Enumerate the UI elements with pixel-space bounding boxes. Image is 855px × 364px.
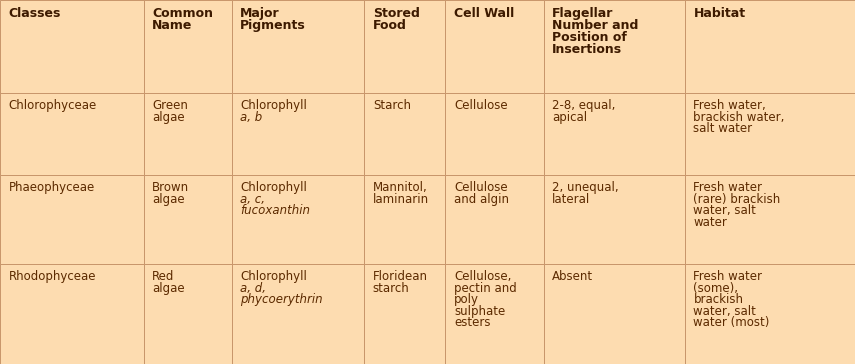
Text: Insertions: Insertions [552, 43, 622, 56]
Text: Flagellar: Flagellar [552, 7, 614, 20]
Text: sulphate: sulphate [454, 305, 505, 318]
Text: water, salt: water, salt [693, 204, 757, 217]
Text: brackish: brackish [693, 293, 743, 306]
Text: Absent: Absent [552, 270, 593, 284]
Text: water (most): water (most) [693, 316, 770, 329]
Text: Cellulose,: Cellulose, [454, 270, 511, 284]
Bar [364, 175, 445, 264]
Text: Cell Wall: Cell Wall [454, 7, 514, 20]
Text: Mannitol,: Mannitol, [373, 181, 428, 194]
Text: (some),: (some), [693, 282, 739, 295]
Text: 2, unequal,: 2, unequal, [552, 181, 619, 194]
Text: Rhodophyceae: Rhodophyceae [9, 270, 96, 284]
Text: poly: poly [454, 293, 479, 306]
Bar [144, 175, 232, 264]
Bar [232, 93, 364, 175]
Text: Phaeophyceae: Phaeophyceae [9, 181, 95, 194]
Bar [685, 175, 855, 264]
Text: Cellulose: Cellulose [454, 99, 508, 112]
Bar [544, 93, 685, 175]
Text: algae: algae [152, 111, 185, 124]
Bar [0, 175, 144, 264]
Bar [445, 0, 544, 93]
Text: lateral: lateral [552, 193, 591, 206]
Bar [364, 0, 445, 93]
Text: Cellulose: Cellulose [454, 181, 508, 194]
Text: 2-8, equal,: 2-8, equal, [552, 99, 616, 112]
Bar [685, 0, 855, 93]
Text: Starch: Starch [373, 99, 410, 112]
Text: Major: Major [240, 7, 280, 20]
Text: Habitat: Habitat [693, 7, 746, 20]
Text: water: water [693, 216, 728, 229]
Bar [0, 0, 144, 93]
Text: Classes: Classes [9, 7, 61, 20]
Bar [232, 264, 364, 364]
Text: apical: apical [552, 111, 587, 124]
Text: a, c,: a, c, [240, 193, 265, 206]
Text: Common: Common [152, 7, 213, 20]
Text: Position of: Position of [552, 31, 628, 44]
Bar [685, 264, 855, 364]
Text: Fresh water,: Fresh water, [693, 99, 766, 112]
Text: and algin: and algin [454, 193, 509, 206]
Text: a, d,: a, d, [240, 282, 266, 295]
Text: laminarin: laminarin [373, 193, 429, 206]
Bar [364, 264, 445, 364]
Bar [544, 264, 685, 364]
Text: a, b: a, b [240, 111, 262, 124]
Text: algae: algae [152, 282, 185, 295]
Bar [144, 0, 232, 93]
Bar [364, 93, 445, 175]
Text: Name: Name [152, 19, 192, 32]
Text: brackish water,: brackish water, [693, 111, 785, 124]
Text: fucoxanthin: fucoxanthin [240, 204, 310, 217]
Text: esters: esters [454, 316, 491, 329]
Text: (rare) brackish: (rare) brackish [693, 193, 781, 206]
Text: Red: Red [152, 270, 174, 284]
Text: pectin and: pectin and [454, 282, 516, 295]
Text: Fresh water: Fresh water [693, 270, 763, 284]
Text: starch: starch [373, 282, 410, 295]
Bar [685, 93, 855, 175]
Text: Green: Green [152, 99, 188, 112]
Text: Number and: Number and [552, 19, 639, 32]
Text: Chlorophyll: Chlorophyll [240, 99, 307, 112]
Text: algae: algae [152, 193, 185, 206]
Text: water, salt: water, salt [693, 305, 757, 318]
Bar [0, 264, 144, 364]
Text: Floridean: Floridean [373, 270, 428, 284]
Text: Chlorophyceae: Chlorophyceae [9, 99, 97, 112]
Text: Stored: Stored [373, 7, 420, 20]
Bar [232, 0, 364, 93]
Text: Fresh water: Fresh water [693, 181, 763, 194]
Text: Pigments: Pigments [240, 19, 306, 32]
Text: salt water: salt water [693, 122, 752, 135]
Bar [445, 175, 544, 264]
Bar [144, 264, 232, 364]
Text: phycoerythrin: phycoerythrin [240, 293, 323, 306]
Text: Chlorophyll: Chlorophyll [240, 270, 307, 284]
Bar [544, 0, 685, 93]
Bar [144, 93, 232, 175]
Text: Brown: Brown [152, 181, 189, 194]
Bar [544, 175, 685, 264]
Bar [445, 264, 544, 364]
Text: Food: Food [373, 19, 407, 32]
Bar [445, 93, 544, 175]
Bar [0, 93, 144, 175]
Text: Chlorophyll: Chlorophyll [240, 181, 307, 194]
Bar [232, 175, 364, 264]
